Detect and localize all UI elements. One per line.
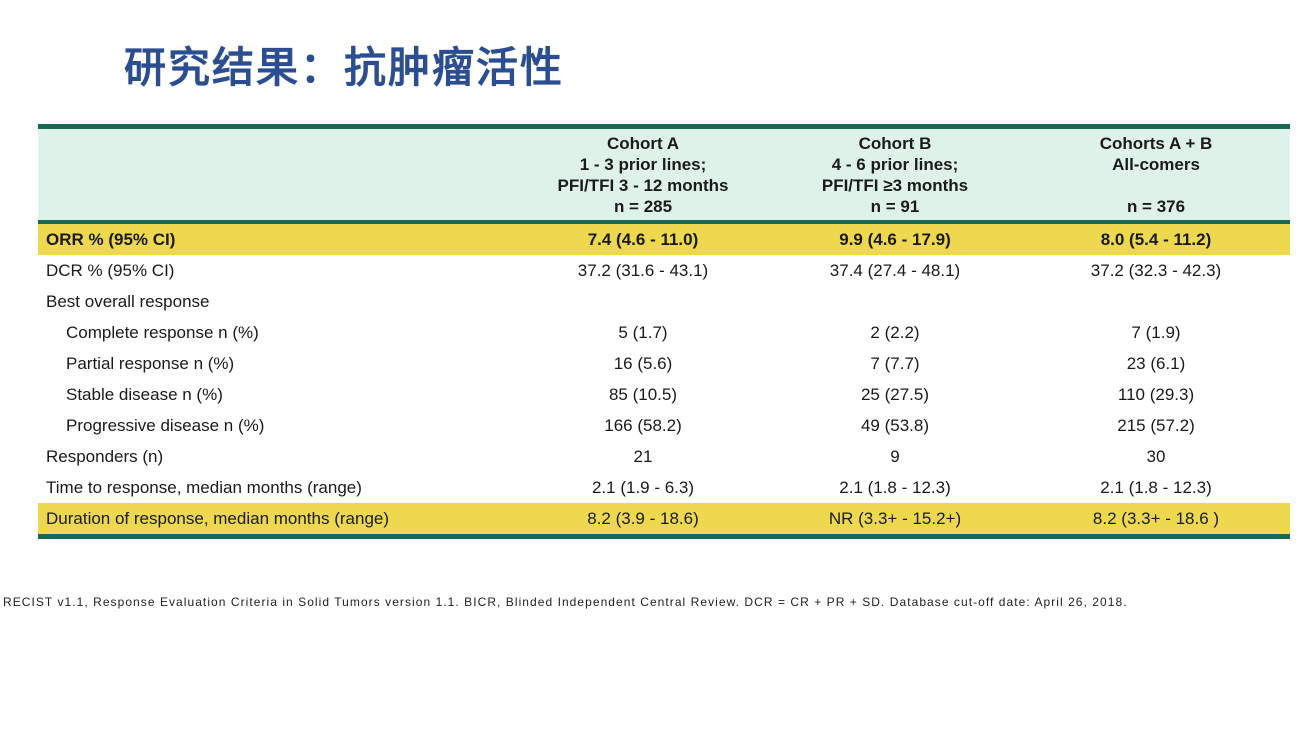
row-label: Duration of response, median months (ran… — [46, 508, 390, 528]
cell-cohort-a: 16 (5.6) — [613, 353, 673, 373]
slide-title: 研究结果：抗肿瘤活性 — [124, 44, 565, 91]
cell-cohort-b: 2.1 (1.8 - 12.3) — [839, 477, 951, 497]
cell-cohort-b: 37.4 (27.4 - 48.1) — [829, 260, 961, 280]
cell-cohort-b: 2 (2.2) — [870, 322, 920, 342]
row-label: Stable disease n (%) — [66, 384, 223, 404]
table-top-border — [38, 124, 1290, 129]
footnote: RECIST v1.1, Response Evaluation Criteri… — [3, 595, 1128, 609]
row-label: Time to response, median months (range) — [46, 477, 362, 497]
cell-cohort-a: 21 — [633, 446, 653, 466]
header-line: All-comers — [1112, 155, 1200, 174]
header-line: n = 91 — [870, 197, 920, 216]
cell-cohort-a: 37.2 (31.6 - 43.1) — [577, 260, 709, 280]
cell-cohort-a: 7.4 (4.6 - 11.0) — [587, 229, 699, 249]
header-line: PFI/TFI ≥3 months — [821, 176, 969, 195]
cell-cohort-b: 9 — [890, 446, 900, 466]
row-label: Partial response n (%) — [66, 353, 235, 373]
cell-cohorts-a-b: 23 (6.1) — [1126, 353, 1186, 373]
header-cell-labels — [38, 133, 518, 217]
header-line: 1 - 3 prior lines; — [579, 155, 707, 174]
cell-cohorts-a-b: 8.2 (3.3+ - 18.6 ) — [1092, 508, 1220, 528]
table-row-progressive-disease: Progressive disease n (%) 166 (58.2) 49 … — [38, 410, 1290, 441]
results-table: Cohort A 1 - 3 prior lines; PFI/TFI 3 - … — [38, 124, 1290, 539]
header-cell-cohort-a: Cohort A 1 - 3 prior lines; PFI/TFI 3 - … — [518, 133, 768, 217]
header-line: 4 - 6 prior lines; — [831, 155, 959, 174]
cell-cohorts-a-b: 30 — [1146, 446, 1166, 466]
table-row-time-to-response: Time to response, median months (range) … — [38, 472, 1290, 503]
cell-cohort-b: 7 (7.7) — [870, 353, 920, 373]
row-label: Responders (n) — [46, 446, 164, 466]
cell-cohort-b: NR (3.3+ - 15.2+) — [828, 508, 962, 528]
cell-cohorts-a-b: 215 (57.2) — [1117, 415, 1195, 435]
row-label: Progressive disease n (%) — [66, 415, 265, 435]
table-row-duration-of-response: Duration of response, median months (ran… — [38, 503, 1290, 534]
cell-cohorts-a-b: 110 (29.3) — [1117, 384, 1195, 404]
header-line: n = 285 — [613, 197, 673, 216]
header-line: Cohort B — [858, 134, 932, 153]
cell-cohorts-a-b: 8.0 (5.4 - 11.2) — [1100, 229, 1212, 249]
table-row-partial-response: Partial response n (%) 16 (5.6) 7 (7.7) … — [38, 348, 1290, 379]
cell-cohort-b: 9.9 (4.6 - 17.9) — [839, 229, 951, 249]
table-row-best-overall-response: Best overall response — [38, 286, 1290, 317]
table-body: ORR % (95% CI) 7.4 (4.6 - 11.0) 9.9 (4.6… — [38, 224, 1290, 534]
table-bottom-border — [38, 534, 1290, 539]
table-row-orr: ORR % (95% CI) 7.4 (4.6 - 11.0) 9.9 (4.6… — [38, 224, 1290, 255]
row-label: ORR % (95% CI) — [46, 229, 176, 249]
table-header-row: Cohort A 1 - 3 prior lines; PFI/TFI 3 - … — [38, 129, 1290, 224]
header-cell-cohort-b: Cohort B 4 - 6 prior lines; PFI/TFI ≥3 m… — [768, 133, 1022, 217]
header-line: Cohort A — [606, 134, 680, 153]
header-line — [1022, 175, 1290, 196]
cell-cohort-b: 49 (53.8) — [860, 415, 930, 435]
header-line: n = 376 — [1126, 197, 1186, 216]
cell-cohort-a: 8.2 (3.9 - 18.6) — [587, 508, 699, 528]
row-label: Complete response n (%) — [66, 322, 259, 342]
cell-cohort-b: 25 (27.5) — [860, 384, 930, 404]
cell-cohorts-a-b: 7 (1.9) — [1131, 322, 1181, 342]
cell-cohort-a: 5 (1.7) — [618, 322, 668, 342]
table-row-complete-response: Complete response n (%) 5 (1.7) 2 (2.2) … — [38, 317, 1290, 348]
table-row-dcr: DCR % (95% CI) 37.2 (31.6 - 43.1) 37.4 (… — [38, 255, 1290, 286]
cell-cohort-a: 85 (10.5) — [608, 384, 678, 404]
header-line: PFI/TFI 3 - 12 months — [557, 176, 729, 195]
cell-cohort-a: 2.1 (1.9 - 6.3) — [591, 477, 695, 497]
cell-cohorts-a-b: 37.2 (32.3 - 42.3) — [1090, 260, 1222, 280]
cell-cohorts-a-b: 2.1 (1.8 - 12.3) — [1100, 477, 1212, 497]
row-label: DCR % (95% CI) — [46, 260, 175, 280]
row-label: Best overall response — [46, 291, 210, 311]
header-line: Cohorts A + B — [1099, 134, 1213, 153]
table-row-responders: Responders (n) 21 9 30 — [38, 441, 1290, 472]
header-cell-cohorts-a-b: Cohorts A + B All-comers n = 376 — [1022, 133, 1290, 217]
table-row-stable-disease: Stable disease n (%) 85 (10.5) 25 (27.5)… — [38, 379, 1290, 410]
cell-cohort-a: 166 (58.2) — [604, 415, 682, 435]
